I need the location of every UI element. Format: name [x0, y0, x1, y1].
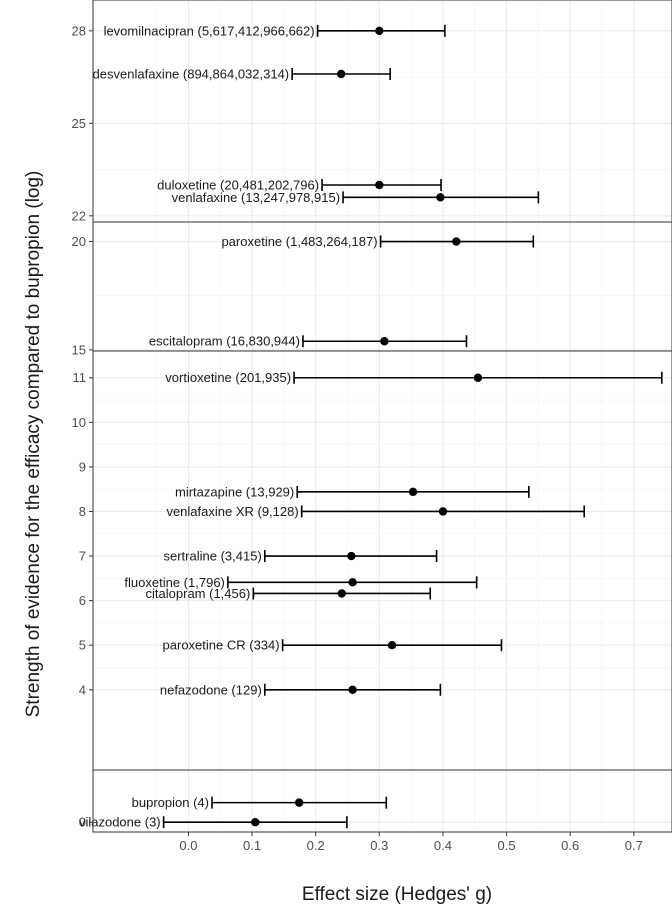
data-point-group: mirtazapine (13,929) — [175, 484, 530, 499]
y-axis-title: Strength of evidence for the efficacy co… — [23, 171, 44, 718]
point-estimate — [251, 818, 260, 827]
y-tick-label: 10 — [72, 415, 86, 430]
y-tick-label: 20 — [72, 234, 86, 249]
panel-background — [93, 222, 672, 351]
data-point-group: vilazodone (3) — [79, 815, 348, 830]
drug-label: venlafaxine (13,247,978,915) — [172, 190, 340, 205]
point-estimate — [438, 507, 448, 516]
drug-label: citalopram (1,456) — [146, 586, 251, 601]
point-estimate — [375, 180, 384, 190]
data-point-group: escitalopram (16,830,944) — [149, 334, 468, 349]
data-point-group: vortioxetine (201,935) — [165, 370, 663, 385]
drug-label: bupropion (4) — [132, 795, 209, 810]
x-tick-label: 0.0 — [179, 838, 197, 853]
point-estimate — [408, 487, 418, 497]
data-point-group: fluoxetine (1,796) — [124, 575, 478, 590]
data-point-group: desvenlafaxine (894,864,032,314) — [93, 67, 391, 82]
x-axis: 0.0 0.1 0.2 0.3 0.4 0.5 0.6 0.7 — [179, 832, 643, 853]
drug-label: sertraline (3,415) — [164, 549, 262, 564]
point-estimate — [375, 26, 384, 36]
data-point-group: citalopram (1,456) — [146, 586, 432, 601]
x-tick-label: 0.7 — [625, 838, 643, 853]
panel: 0 bupropion (4) vilazodone (3) — [79, 769, 672, 833]
drug-label: vortioxetine (201,935) — [165, 370, 291, 385]
data-point-group: venlafaxine (13,247,978,915) — [172, 190, 540, 205]
panel: 22 25 28 levomilnacipran (5,617,412,966,662… — [72, 0, 672, 223]
x-tick-label: 0.1 — [243, 838, 261, 853]
drug-label: vilazodone (3) — [79, 815, 161, 830]
point-estimate — [380, 337, 389, 346]
y-tick-label: 5 — [79, 638, 86, 653]
point-estimate — [452, 237, 461, 246]
point-estimate — [347, 551, 356, 561]
drug-label: duloxetine (20,481,202,796) — [157, 178, 319, 193]
plot-panels: 22 25 28 levomilnacipran (5,617,412,966,662… — [72, 0, 672, 833]
y-tick-label: 0 — [79, 815, 86, 830]
y-tick-label: 11 — [73, 370, 87, 385]
drug-label: mirtazapine (13,929) — [175, 484, 294, 499]
panel-border — [92, 769, 672, 833]
point-estimate — [337, 589, 346, 598]
y-tick-label: 22 — [72, 208, 86, 223]
y-tick-label: 15 — [72, 342, 86, 357]
data-point-group: paroxetine CR (334) — [163, 638, 503, 653]
y-tick-label: 4 — [79, 682, 86, 697]
y-tick-label: 7 — [79, 549, 86, 564]
drug-label: fluoxetine (1,796) — [124, 575, 224, 590]
panel: 4 5 6 7 8 9 10 11 vortioxetine (201,935) mirtazap… — [72, 350, 672, 771]
point-estimate — [294, 798, 304, 807]
data-point-group: nefazodone (129) — [160, 682, 442, 697]
x-tick-label: 0.5 — [498, 838, 516, 853]
data-point-group: levomilnacipran (5,617,412,966,662) — [104, 23, 446, 38]
point-estimate — [336, 69, 346, 79]
x-tick-label: 0.3 — [370, 838, 388, 853]
drug-label: escitalopram (16,830,944) — [149, 334, 300, 349]
x-tick-label: 0.4 — [434, 838, 452, 853]
x-axis-title: Effect size (Hedges' g) — [302, 884, 492, 905]
data-point-group: venlafaxine XR (9,128) — [166, 504, 585, 519]
x-tick-label: 0.6 — [561, 838, 579, 853]
point-estimate — [348, 578, 357, 587]
x-tick-label: 0.2 — [307, 838, 325, 853]
y-tick-label: 8 — [79, 504, 86, 519]
point-estimate — [436, 193, 445, 202]
drug-label: levomilnacipran (5,617,412,966,662) — [104, 23, 315, 38]
drug-label: venlafaxine XR (9,128) — [166, 504, 298, 519]
data-point-group: duloxetine (20,481,202,796) — [157, 178, 442, 193]
point-estimate — [473, 373, 483, 382]
data-point-group: bupropion (4) — [132, 795, 388, 810]
drug-label: paroxetine (1,483,264,187) — [221, 234, 377, 249]
drug-label: desvenlafaxine (894,864,032,314) — [93, 67, 290, 82]
panel: 15 20 paroxetine (1,483,264,187) escitalopr… — [72, 221, 672, 357]
point-estimate — [348, 685, 357, 694]
y-tick-label: 6 — [79, 593, 86, 608]
y-tick-label: 28 — [72, 23, 86, 38]
drug-label: paroxetine CR (334) — [163, 638, 280, 653]
data-point-group: paroxetine (1,483,264,187) — [221, 234, 535, 249]
data-point-group: sertraline (3,415) — [164, 549, 438, 564]
y-tick-label: 25 — [72, 116, 86, 131]
drug-label: nefazodone (129) — [160, 682, 262, 697]
y-tick-label: 9 — [79, 459, 86, 474]
point-estimate — [387, 640, 397, 650]
panel-background — [93, 351, 672, 770]
